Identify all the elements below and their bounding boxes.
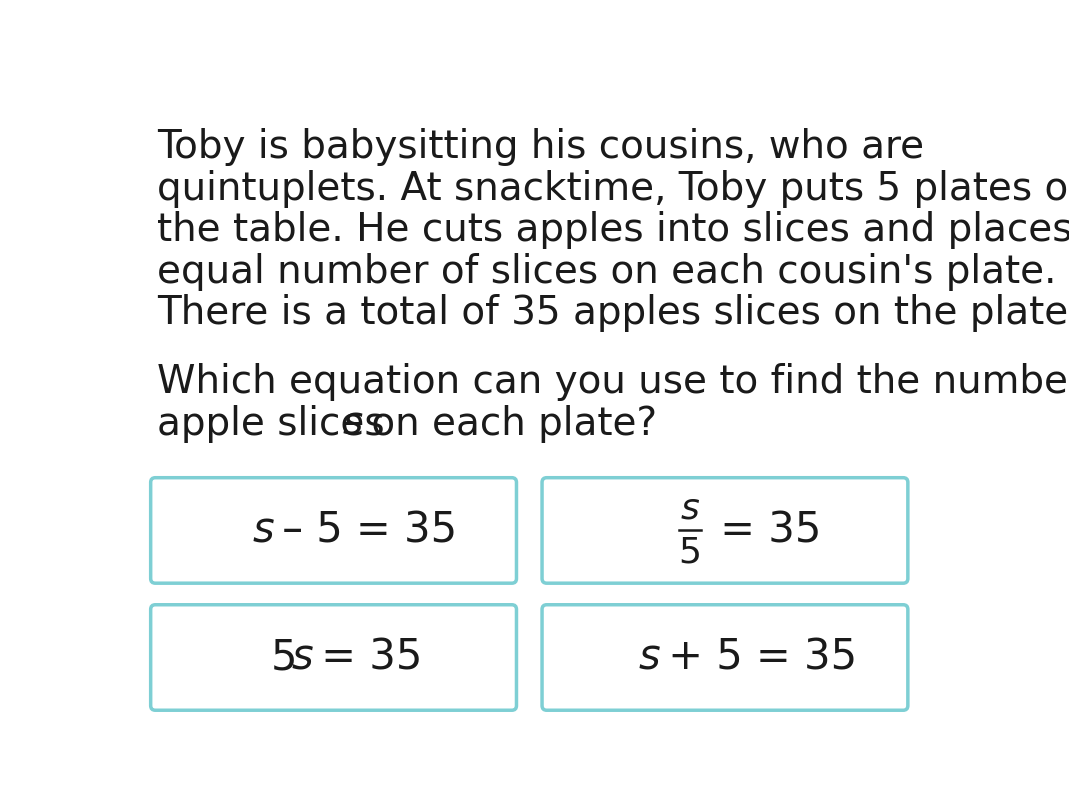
FancyBboxPatch shape	[542, 478, 908, 583]
Text: Which equation can you use to find the number of: Which equation can you use to find the n…	[157, 363, 1069, 401]
Text: equal number of slices on each cousin's plate.: equal number of slices on each cousin's …	[157, 253, 1056, 291]
Text: quintuplets. At snacktime, Toby puts 5 plates on: quintuplets. At snacktime, Toby puts 5 p…	[157, 169, 1069, 208]
FancyBboxPatch shape	[151, 605, 516, 710]
Text: on each plate?: on each plate?	[358, 405, 656, 443]
FancyBboxPatch shape	[542, 605, 908, 710]
Text: s: s	[291, 637, 313, 679]
FancyBboxPatch shape	[151, 478, 516, 583]
Text: = 35: = 35	[308, 637, 422, 679]
Text: Toby is babysitting his cousins, who are: Toby is babysitting his cousins, who are	[157, 128, 924, 166]
Text: 5: 5	[270, 637, 297, 679]
Text: – 5 = 35: – 5 = 35	[269, 509, 458, 551]
Text: + 5 = 35: + 5 = 35	[655, 637, 857, 679]
Text: There is a total of 35 apples slices on the plates.: There is a total of 35 apples slices on …	[157, 294, 1069, 333]
Text: s: s	[343, 405, 363, 443]
Text: s: s	[638, 637, 660, 679]
Text: s: s	[252, 509, 274, 551]
Text: 5: 5	[679, 535, 701, 569]
Text: = 35: = 35	[707, 509, 821, 551]
Text: s: s	[681, 491, 699, 526]
Text: the table. He cuts apples into slices and places an: the table. He cuts apples into slices an…	[157, 212, 1069, 249]
Text: apple slices: apple slices	[157, 405, 397, 443]
